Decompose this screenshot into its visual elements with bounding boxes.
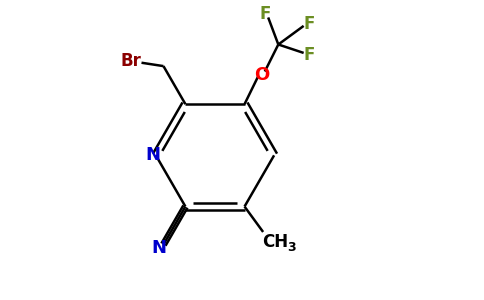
Text: F: F [303,15,315,33]
Text: N: N [151,239,166,257]
Text: 3: 3 [287,241,296,254]
Text: F: F [303,46,315,64]
Text: CH: CH [262,233,288,251]
Text: O: O [254,66,269,84]
Text: N: N [146,146,161,164]
Text: Br: Br [121,52,142,70]
Text: F: F [259,5,271,23]
